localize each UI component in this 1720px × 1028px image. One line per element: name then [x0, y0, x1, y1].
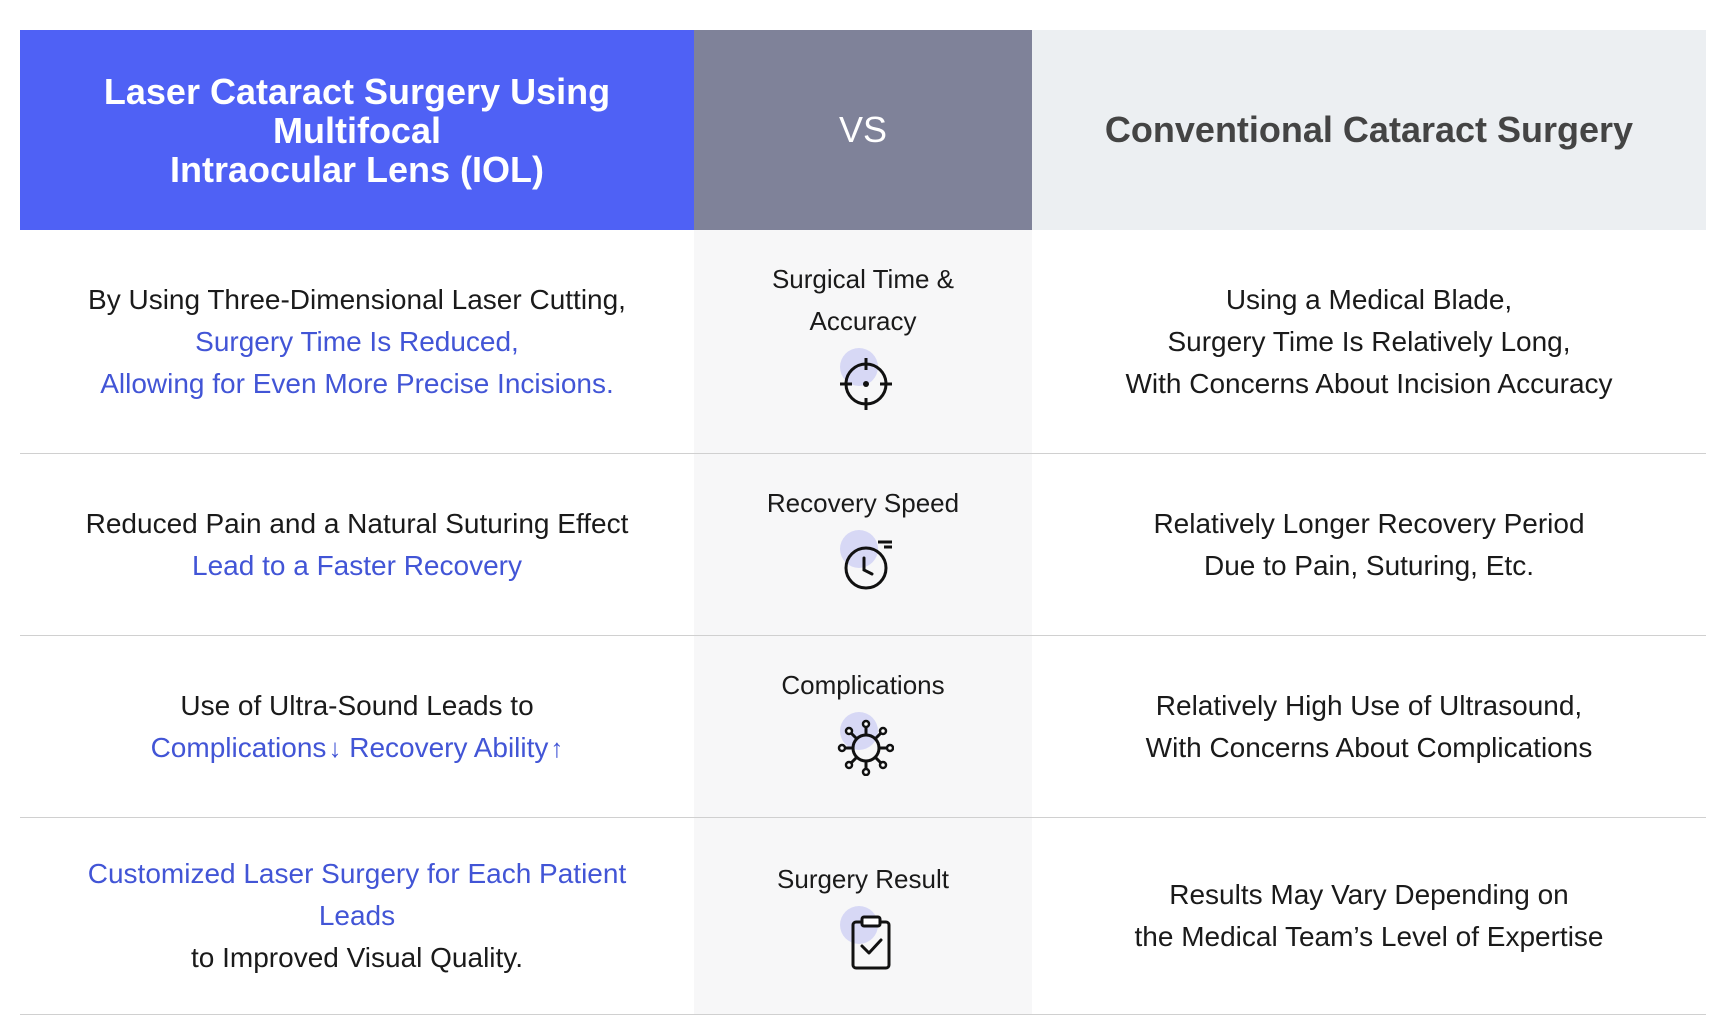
- arrow-down-icon: ↓: [328, 732, 342, 763]
- header-conventional-surgery: Conventional Cataract Surgery: [1032, 30, 1706, 230]
- table-row: Reduced Pain and a Natural Suturing Effe…: [20, 454, 1706, 636]
- header-left-line: Laser Cataract Surgery Using: [103, 70, 611, 112]
- cell-text-highlight: Complications↓ Recovery Ability↑: [151, 727, 564, 769]
- cell-text: With Concerns About Complications: [1145, 731, 1593, 763]
- cell-text-highlight: Customized Laser Surgery for Each Patien…: [87, 858, 627, 889]
- cell-text: By Using Three-Dimensional Laser Cutting…: [88, 283, 626, 315]
- criteria-label-line: Surgical Time &: [771, 264, 955, 294]
- stopwatch-icon: [828, 530, 898, 594]
- conventional-cell: Relatively High Use of Ultrasound, With …: [1032, 636, 1706, 817]
- criteria-label: Surgical Time & Accuracy: [772, 258, 954, 342]
- virus-icon: [828, 712, 898, 776]
- cell-text: Relatively Longer Recovery Period: [1153, 507, 1585, 539]
- cell-text: Surgery Time Is Relatively Long,: [1167, 325, 1571, 357]
- complications-text: Complications: [150, 731, 327, 763]
- table-row: Customized Laser Surgery for Each Patien…: [20, 818, 1706, 1015]
- cell-text: the Medical Team’s Level of Expertise: [1134, 921, 1604, 952]
- criteria-label: Recovery Speed: [767, 482, 959, 524]
- header-laser-surgery: Laser Cataract Surgery Using Multifocal …: [20, 30, 694, 230]
- header-left-line: Multifocal: [272, 109, 441, 151]
- conventional-cell: Using a Medical Blade, Surgery Time Is R…: [1032, 230, 1706, 453]
- cell-text: Relatively High Use of Ultrasound,: [1155, 689, 1583, 721]
- crosshair-icon: [828, 348, 898, 412]
- cell-text-highlight: Lead to a Faster Recovery: [192, 549, 522, 581]
- clipboard-check-icon: [828, 906, 898, 970]
- criteria-cell: Surgical Time & Accuracy: [694, 230, 1032, 453]
- laser-cell: Use of Ultra-Sound Leads to Complication…: [20, 636, 694, 817]
- cell-text: Due to Pain, Suturing, Etc.: [1204, 549, 1534, 581]
- cell-text-highlight: Surgery Time Is Reduced,: [195, 325, 519, 357]
- laser-cell: Customized Laser Surgery for Each Patien…: [20, 818, 694, 1014]
- criteria-label: Surgery Result: [777, 858, 949, 900]
- cell-text: to Improved Visual Quality.: [190, 942, 523, 973]
- criteria-cell: Surgery Result: [694, 818, 1032, 1014]
- table-row: By Using Three-Dimensional Laser Cutting…: [20, 230, 1706, 454]
- cell-text: With Concerns About Incision Accuracy: [1125, 367, 1613, 399]
- cell-text: Reduced Pain and a Natural Suturing Effe…: [85, 507, 629, 539]
- cell-text: Results May Vary Depending on: [1169, 879, 1569, 910]
- criteria-label: Complications: [781, 664, 944, 706]
- cell-text-highlight: Leads: [318, 900, 396, 931]
- criteria-label-line: Surgery Result: [777, 864, 949, 894]
- arrow-up-icon: ↑: [550, 732, 564, 763]
- header-vs: VS: [694, 30, 1032, 230]
- cell-text: Using a Medical Blade,: [1225, 283, 1513, 315]
- criteria-label-line: Accuracy: [809, 306, 917, 336]
- header-left-line: Intraocular Lens (IOL): [169, 148, 545, 190]
- table-row: Use of Ultra-Sound Leads to Complication…: [20, 636, 1706, 818]
- criteria-label-line: Complications: [781, 670, 945, 700]
- cell-text-highlight: Allowing for Even More Precise Incisions…: [100, 367, 614, 399]
- conventional-cell: Results May Vary Depending on the Medica…: [1032, 818, 1706, 1014]
- comparison-table: Laser Cataract Surgery Using Multifocal …: [20, 30, 1706, 1015]
- cell-text: Use of Ultra-Sound Leads to: [180, 689, 534, 721]
- criteria-label-line: Recovery Speed: [766, 488, 960, 518]
- laser-cell: By Using Three-Dimensional Laser Cutting…: [20, 230, 694, 453]
- criteria-cell: Recovery Speed: [694, 454, 1032, 635]
- conventional-cell: Relatively Longer Recovery Period Due to…: [1032, 454, 1706, 635]
- header-row: Laser Cataract Surgery Using Multifocal …: [20, 30, 1706, 230]
- laser-cell: Reduced Pain and a Natural Suturing Effe…: [20, 454, 694, 635]
- recovery-ability-text: Recovery Ability: [349, 731, 549, 763]
- criteria-cell: Complications: [694, 636, 1032, 817]
